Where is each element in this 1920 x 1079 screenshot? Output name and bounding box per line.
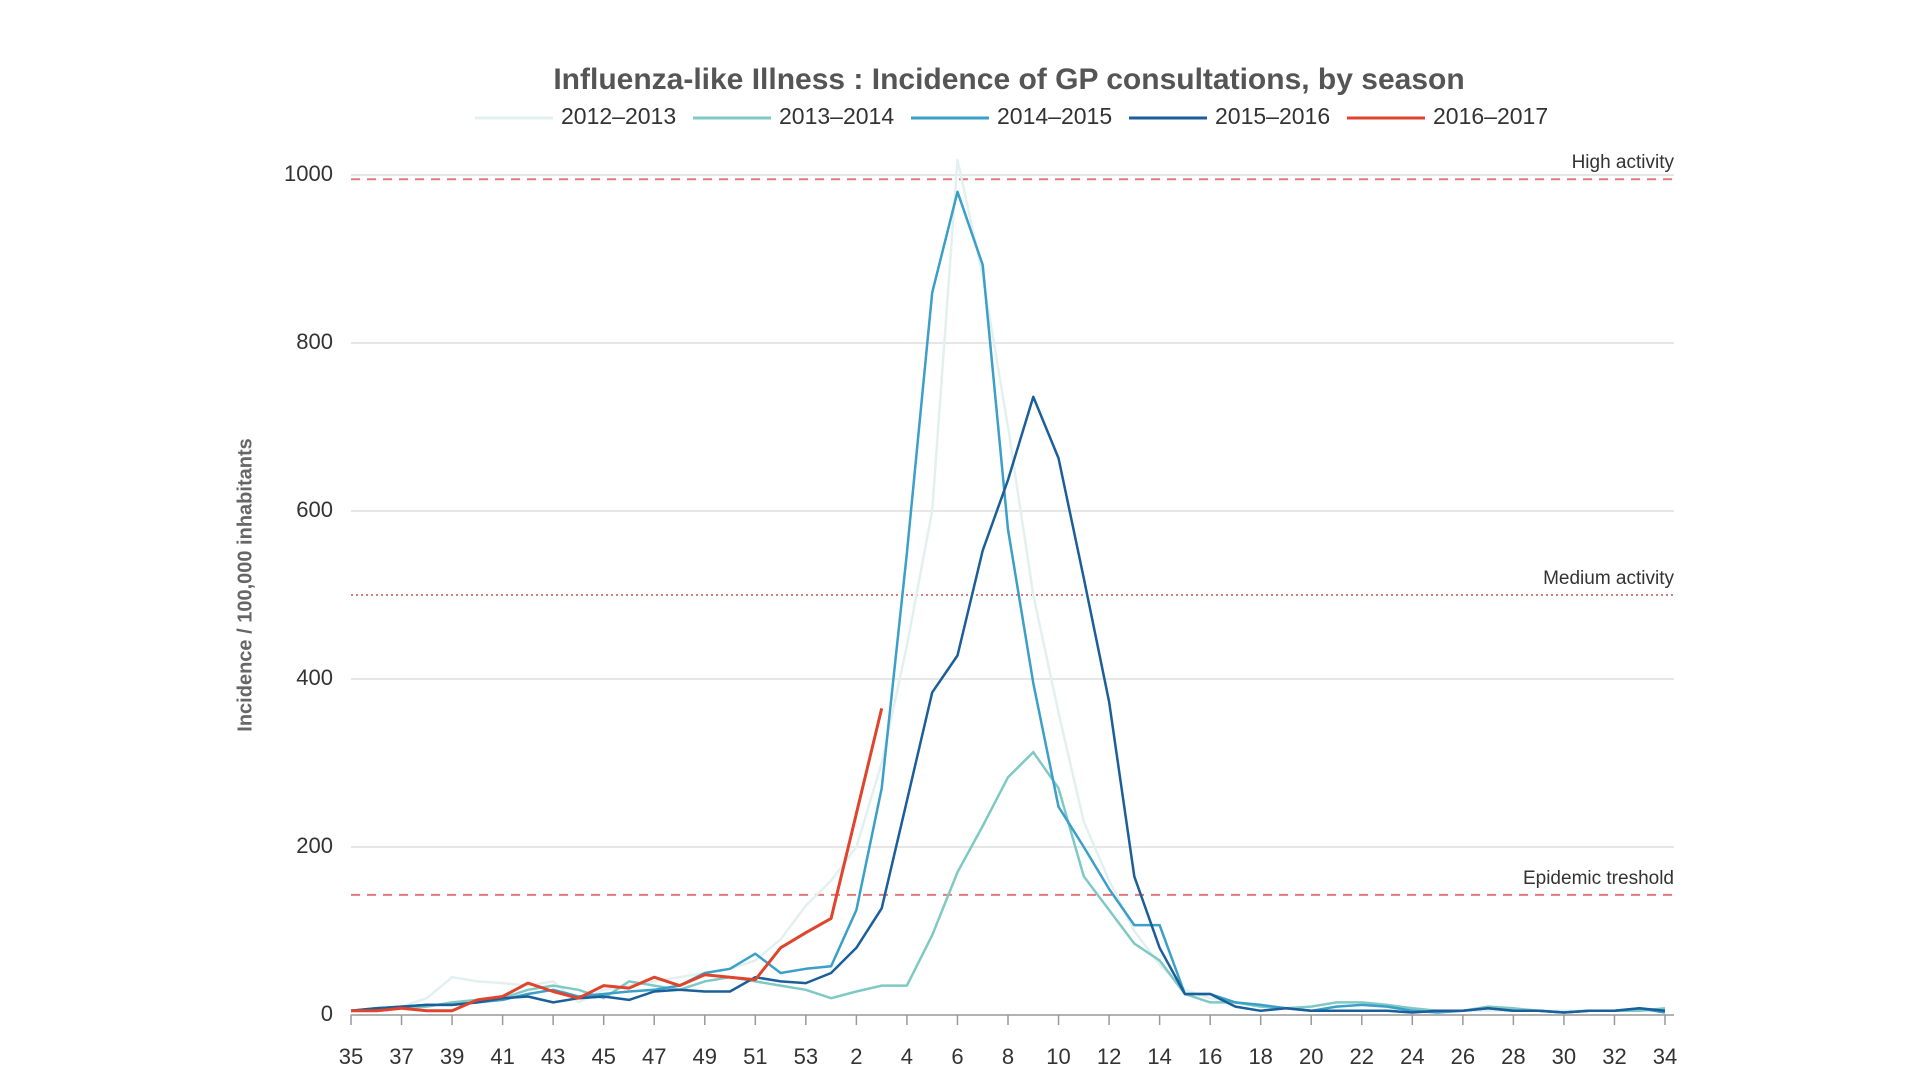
x-tick-label: 39: [440, 1044, 464, 1069]
x-tick-label: 43: [541, 1044, 565, 1069]
y-tick-label: 400: [296, 665, 333, 690]
x-tick-label: 18: [1248, 1044, 1272, 1069]
x-tick-label: 45: [591, 1044, 615, 1069]
x-tick-label: 16: [1198, 1044, 1222, 1069]
threshold-label: High activity: [1572, 152, 1675, 173]
x-tick-label: 22: [1350, 1044, 1374, 1069]
x-tick-label: 4: [901, 1044, 913, 1069]
x-tick-label: 47: [642, 1044, 666, 1069]
x-tick-label: 28: [1501, 1044, 1525, 1069]
x-tick-label: 37: [389, 1044, 413, 1069]
x-tick-label: 30: [1552, 1044, 1576, 1069]
x-tick-label: 20: [1299, 1044, 1323, 1069]
series-line: [351, 750, 1666, 1014]
y-tick-label: 800: [296, 329, 333, 354]
x-tick-label: 6: [951, 1044, 963, 1069]
x-tick-label: 51: [743, 1044, 767, 1069]
x-tick-label: 8: [1002, 1044, 1014, 1069]
x-tick-label: 26: [1451, 1044, 1475, 1069]
x-tick-label: 34: [1653, 1044, 1677, 1069]
x-tick-label: 10: [1046, 1044, 1070, 1069]
x-tick-label: 41: [490, 1044, 514, 1069]
series-line: [350, 158, 1665, 1013]
legend-label: 2015–2016: [1215, 103, 1330, 129]
series-line: [350, 395, 1666, 1014]
x-tick-label: 35: [339, 1044, 363, 1069]
x-tick-label: 2: [850, 1044, 862, 1069]
legend-label: 2013–2014: [779, 103, 894, 129]
x-tick-label: 49: [693, 1044, 717, 1069]
x-tick-label: 12: [1097, 1044, 1121, 1069]
x-tick-label: 32: [1602, 1044, 1626, 1069]
x-tick-label: 53: [794, 1044, 818, 1069]
threshold-label: Medium activity: [1543, 568, 1674, 589]
threshold-label: Epidemic treshold: [1523, 868, 1674, 889]
chart-title: Influenza-like Illness : Incidence of GP…: [553, 63, 1464, 96]
series-line: [351, 708, 884, 1013]
legend-label: 2014–2015: [997, 103, 1112, 129]
y-tick-label: 0: [321, 1001, 333, 1026]
series-line: [350, 190, 1666, 1014]
legend-label: 2012–2013: [561, 103, 676, 129]
x-tick-label: 14: [1147, 1044, 1171, 1069]
y-tick-label: 600: [296, 497, 333, 522]
y-tick-label: 200: [296, 833, 333, 858]
x-tick-label: 24: [1400, 1044, 1424, 1069]
y-axis-label: Incidence / 100,000 inhabitants: [234, 438, 256, 731]
y-tick-label: 1000: [284, 161, 333, 186]
legend-label: 2016–2017: [1433, 103, 1548, 129]
